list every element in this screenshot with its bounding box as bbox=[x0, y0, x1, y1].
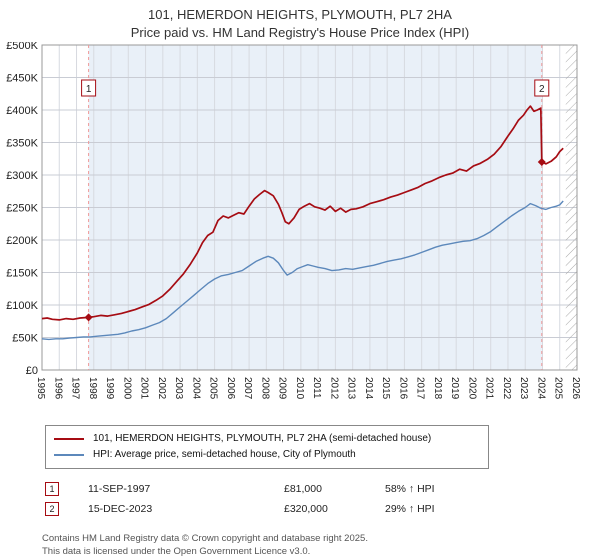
svg-text:2015: 2015 bbox=[380, 377, 391, 400]
svg-text:2022: 2022 bbox=[501, 377, 512, 400]
svg-text:2000: 2000 bbox=[121, 377, 132, 400]
svg-text:2010: 2010 bbox=[294, 377, 305, 400]
svg-text:2021: 2021 bbox=[484, 377, 495, 400]
page-subtitle: Price paid vs. HM Land Registry's House … bbox=[130, 25, 470, 41]
svg-text:£250K: £250K bbox=[6, 203, 38, 215]
sale-2-marker-badge: 2 bbox=[45, 502, 59, 517]
svg-text:1: 1 bbox=[86, 84, 92, 95]
svg-text:2003: 2003 bbox=[173, 377, 184, 400]
svg-text:1998: 1998 bbox=[87, 377, 98, 400]
svg-text:2007: 2007 bbox=[242, 377, 253, 400]
legend-item-hpi: HPI: Average price, semi-detached house,… bbox=[54, 447, 480, 463]
svg-text:2025: 2025 bbox=[553, 377, 564, 400]
sale-annotations: 1 11-SEP-1997 £81,000 58% ↑ HPI 2 15-DEC… bbox=[45, 479, 600, 519]
property-price-line bbox=[41, 105, 564, 322]
legend-swatch-hpi bbox=[54, 454, 84, 457]
sale-2-date: 15-DEC-2023 bbox=[88, 503, 153, 516]
svg-text:2016: 2016 bbox=[397, 377, 408, 400]
chart-header: 101, HEMERDON HEIGHTS, PLYMOUTH, PL7 2HA… bbox=[0, 0, 600, 42]
svg-text:2019: 2019 bbox=[449, 377, 460, 400]
footer-line-2: This data is licensed under the Open Gov… bbox=[42, 545, 311, 557]
legend-label-property: 101, HEMERDON HEIGHTS, PLYMOUTH, PL7 2HA… bbox=[93, 433, 432, 445]
svg-text:2009: 2009 bbox=[277, 377, 288, 400]
sale-marker-2 bbox=[537, 158, 546, 167]
svg-text:2018: 2018 bbox=[432, 377, 443, 400]
svg-text:£200K: £200K bbox=[6, 235, 38, 247]
svg-text:2024: 2024 bbox=[535, 377, 546, 400]
sale-1-marker-badge: 1 bbox=[45, 482, 59, 497]
sale-label-box-2 bbox=[534, 79, 550, 97]
sale-marker-1 bbox=[84, 313, 93, 322]
sale-1-price: £81,000 bbox=[284, 483, 322, 496]
svg-text:£0: £0 bbox=[26, 365, 38, 377]
svg-text:2026: 2026 bbox=[570, 377, 581, 400]
footer-line-1: Contains HM Land Registry data © Crown c… bbox=[42, 533, 368, 545]
svg-text:£450K: £450K bbox=[6, 73, 38, 85]
svg-text:2017: 2017 bbox=[415, 377, 426, 400]
svg-text:1995: 1995 bbox=[35, 377, 46, 400]
svg-text:£350K: £350K bbox=[6, 138, 38, 150]
svg-text:2002: 2002 bbox=[156, 377, 167, 400]
svg-text:2012: 2012 bbox=[328, 377, 339, 400]
sale-1-hpi-delta: 58% ↑ HPI bbox=[385, 483, 435, 496]
chart-area: 1 2 £0 £50K £100K £150K £200K £250K £300K £350K £4… bbox=[0, 40, 600, 419]
svg-text:£150K: £150K bbox=[6, 268, 38, 280]
svg-text:1999: 1999 bbox=[104, 377, 115, 400]
future-hatch-region bbox=[565, 45, 577, 371]
svg-text:1996: 1996 bbox=[52, 377, 63, 400]
chart-legend: 101, HEMERDON HEIGHTS, PLYMOUTH, PL7 2HA… bbox=[45, 425, 489, 470]
hpi-line bbox=[41, 200, 564, 341]
svg-text:2006: 2006 bbox=[225, 377, 236, 400]
svg-text:2008: 2008 bbox=[259, 377, 270, 400]
sale-1-date: 11-SEP-1997 bbox=[88, 483, 151, 496]
svg-text:2023: 2023 bbox=[518, 377, 529, 400]
svg-text:2020: 2020 bbox=[466, 377, 477, 400]
svg-text:£500K: £500K bbox=[6, 42, 38, 52]
legend-swatch-property bbox=[54, 438, 84, 441]
price-history-chart: 1 2 £0 £50K £100K £150K £200K £250K £300K £350K £4… bbox=[6, 40, 581, 400]
svg-text:£100K: £100K bbox=[6, 300, 38, 312]
svg-text:2011: 2011 bbox=[311, 377, 322, 399]
svg-text:£300K: £300K bbox=[6, 170, 38, 182]
svg-text:2001: 2001 bbox=[139, 377, 150, 400]
svg-text:£50K: £50K bbox=[12, 333, 38, 345]
sale-row-2: 2 15-DEC-2023 £320,000 29% ↑ HPI bbox=[45, 499, 600, 519]
svg-text:£400K: £400K bbox=[6, 105, 38, 117]
svg-text:2: 2 bbox=[539, 84, 545, 95]
svg-text:2004: 2004 bbox=[190, 377, 201, 400]
sale-row-1: 1 11-SEP-1997 £81,000 58% ↑ HPI bbox=[45, 479, 600, 499]
svg-text:2013: 2013 bbox=[346, 377, 357, 400]
sale-2-price: £320,000 bbox=[284, 503, 328, 516]
svg-text:2005: 2005 bbox=[208, 377, 219, 400]
sale-label-box-1 bbox=[81, 79, 97, 97]
license-footer: Contains HM Land Registry data © Crown c… bbox=[42, 533, 600, 558]
legend-label-hpi: HPI: Average price, semi-detached house,… bbox=[93, 449, 356, 461]
svg-text:1997: 1997 bbox=[70, 377, 81, 400]
sale-2-hpi-delta: 29% ↑ HPI bbox=[385, 503, 435, 516]
svg-text:2014: 2014 bbox=[363, 377, 374, 400]
page-title: 101, HEMERDON HEIGHTS, PLYMOUTH, PL7 2HA bbox=[148, 7, 452, 22]
legend-item-property: 101, HEMERDON HEIGHTS, PLYMOUTH, PL7 2HA… bbox=[54, 431, 480, 447]
